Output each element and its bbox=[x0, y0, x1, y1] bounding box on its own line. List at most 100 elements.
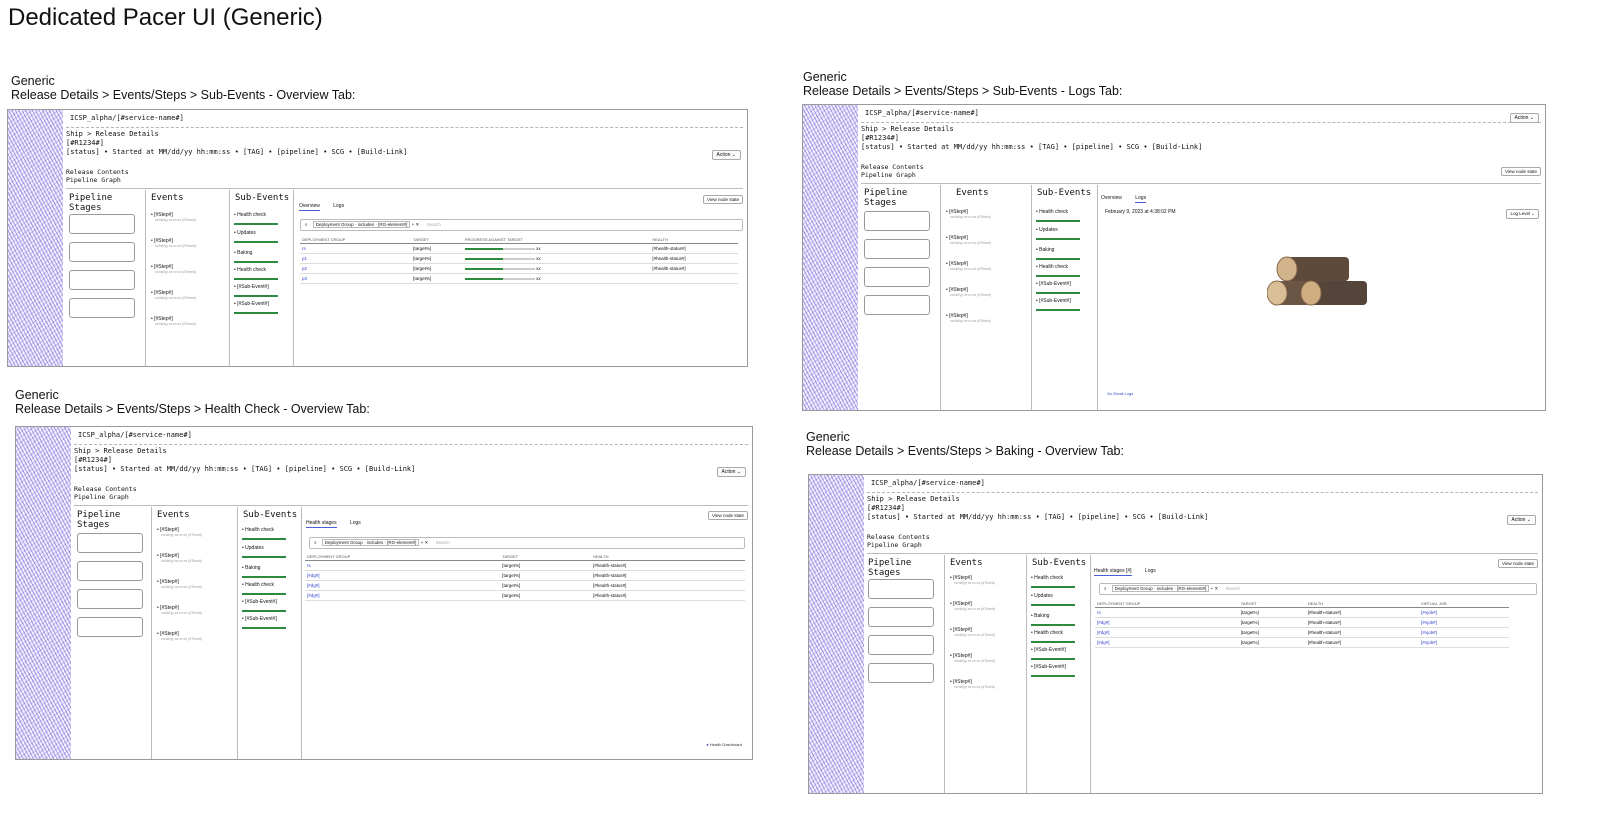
stage-box[interactable] bbox=[864, 267, 930, 287]
breadcrumb-trail[interactable]: Ship > Release Details bbox=[867, 495, 960, 503]
release-contents-link[interactable]: Release Contents bbox=[66, 168, 129, 176]
add-icon[interactable]: + bbox=[411, 222, 415, 227]
deployment-group-cell[interactable]: [#dg#] bbox=[1095, 617, 1239, 628]
health-dashboard-link[interactable]: ● Health Dashboard bbox=[706, 742, 742, 747]
stage-box[interactable] bbox=[868, 635, 934, 655]
event-item[interactable]: • [#Step#] xx/dd/yy xx:xx:xx (#Time#) bbox=[946, 235, 992, 245]
subevent-item[interactable]: • Health check bbox=[234, 212, 278, 225]
deployment-group-cell[interactable]: rs bbox=[305, 560, 501, 571]
event-item[interactable]: • [#Step#] xx/dd/yy xx:xx:xx (#Time#) bbox=[950, 653, 996, 663]
table-row[interactable]: [#dg#] [target%] [#health-status#] [#vjob#] bbox=[1095, 617, 1509, 628]
subevent-item[interactable]: • [#Sub-Event#] bbox=[242, 599, 286, 612]
stage-box[interactable] bbox=[77, 589, 143, 609]
tab-overview[interactable]: Overview bbox=[1101, 195, 1122, 201]
subevent-item[interactable]: • [#Sub-Event#] bbox=[242, 616, 286, 629]
action-dropdown[interactable]: Action ⌄ bbox=[1509, 113, 1539, 123]
subevent-item[interactable]: • Baking bbox=[242, 565, 286, 578]
stage-box[interactable] bbox=[77, 533, 143, 553]
stage-box[interactable] bbox=[868, 607, 934, 627]
event-item[interactable]: • [#Step#] xx/dd/yy xx:xx:xx (#Time#) bbox=[157, 605, 203, 615]
event-item[interactable]: • [#Step#] xx/dd/yy xx:xx:xx (#Time#) bbox=[151, 212, 197, 222]
event-item[interactable]: • [#Step#] xx/dd/yy xx:xx:xx (#Time#) bbox=[946, 313, 992, 323]
filter-chip[interactable]: Deployment Group · includes · [RG-elemen… bbox=[321, 539, 420, 546]
stage-box[interactable] bbox=[69, 242, 135, 262]
event-item[interactable]: • [#Step#] xx/dd/yy xx:xx:xx (#Time#) bbox=[151, 290, 197, 300]
close-icon[interactable]: ✕ bbox=[415, 222, 420, 227]
add-icon[interactable]: + bbox=[420, 540, 424, 545]
deployment-group-cell[interactable]: p1 bbox=[300, 253, 412, 264]
event-item[interactable]: • [#Step#] xx/dd/yy xx:xx:xx (#Time#) bbox=[157, 553, 203, 563]
event-item[interactable]: • [#Step#] xx/dd/yy xx:xx:xx (#Time#) bbox=[157, 579, 203, 589]
tab-health-stages[interactable]: Health stages [#] bbox=[1094, 568, 1132, 576]
filter-bar[interactable]: ⌕ Deployment Group · includes · [RG-elem… bbox=[300, 219, 743, 231]
tab-logs[interactable]: Logs bbox=[1144, 568, 1156, 574]
table-row[interactable]: rs [target%] [#health-status#] bbox=[305, 560, 745, 571]
subevent-item[interactable]: • Baking bbox=[1036, 247, 1080, 260]
event-item[interactable]: • [#Step#] xx/dd/yy xx:xx:xx (#Time#) bbox=[151, 264, 197, 274]
table-row[interactable]: p1 [target%] xx [#health-status#] bbox=[300, 253, 738, 264]
deployment-group-cell[interactable]: rs bbox=[1095, 607, 1239, 618]
pipeline-graph-link[interactable]: Pipeline Graph bbox=[867, 541, 922, 549]
tab-logs[interactable]: Logs bbox=[349, 520, 361, 526]
event-item[interactable]: • [#Step#] xx/dd/yy xx:xx:xx (#Time#) bbox=[946, 287, 992, 297]
subevent-item[interactable]: • Health check bbox=[234, 267, 278, 280]
close-icon[interactable]: ✕ bbox=[1214, 586, 1219, 591]
tab-logs[interactable]: Logs bbox=[1135, 195, 1147, 203]
filter-chip[interactable]: Deployment Group · includes · [RG-elemen… bbox=[1111, 585, 1210, 592]
tab-health-stages[interactable]: Health stages bbox=[306, 520, 337, 528]
close-icon[interactable]: ✕ bbox=[424, 540, 429, 545]
view-node-state-button[interactable]: View node state bbox=[1501, 167, 1541, 176]
event-item[interactable]: • [#Step#] xx/dd/yy xx:xx:xx (#Time#) bbox=[157, 527, 203, 537]
subevent-item[interactable]: • [#Sub-Event#] bbox=[234, 284, 278, 297]
virtual-job-cell[interactable]: [#vjob#] bbox=[1419, 617, 1509, 628]
subevent-item[interactable]: • Updates bbox=[1036, 227, 1080, 240]
stage-box[interactable] bbox=[69, 214, 135, 234]
subevent-item[interactable]: • Baking bbox=[1031, 613, 1075, 626]
action-dropdown[interactable]: Action ⌄ bbox=[1506, 515, 1536, 525]
table-row[interactable]: p3 [target%] xx bbox=[300, 273, 738, 284]
action-dropdown[interactable]: Action ⌄ bbox=[711, 150, 741, 160]
subevent-item[interactable]: • Health check bbox=[242, 582, 286, 595]
subevent-item[interactable]: • Health check bbox=[1031, 575, 1075, 588]
deployment-group-cell[interactable]: [#dg#] bbox=[305, 580, 501, 591]
pipeline-graph-link[interactable]: Pipeline Graph bbox=[66, 176, 121, 184]
table-row[interactable]: [#dg#] [target%] [#health-status#] bbox=[305, 570, 745, 581]
stage-box[interactable] bbox=[864, 211, 930, 231]
filter-chip[interactable]: Deployment Group · includes · [RG-elemen… bbox=[312, 221, 411, 228]
deployment-group-cell[interactable]: p2 bbox=[300, 263, 412, 274]
event-item[interactable]: • [#Step#] xx/dd/yy xx:xx:xx (#Time#) bbox=[946, 261, 992, 271]
subevent-item[interactable]: • [#Sub-Event#] bbox=[1036, 281, 1080, 294]
subevent-item[interactable]: • [#Sub-Event#] bbox=[1036, 298, 1080, 311]
release-contents-link[interactable]: Release Contents bbox=[867, 533, 930, 541]
subevent-item[interactable]: • [#Sub-Event#] bbox=[1031, 664, 1075, 677]
stage-box[interactable] bbox=[864, 239, 930, 259]
subevent-item[interactable]: • Baking bbox=[234, 250, 278, 263]
deployment-group-cell[interactable]: [#dg#] bbox=[305, 590, 501, 601]
subevent-item[interactable]: • Updates bbox=[1031, 593, 1075, 606]
view-node-state-button[interactable]: View node state bbox=[708, 511, 748, 520]
virtual-job-cell[interactable]: [#vjob#] bbox=[1419, 627, 1509, 638]
email-logs-link[interactable]: Go Email Logs bbox=[1107, 391, 1134, 396]
deployment-group-cell[interactable]: [#dg#] bbox=[1095, 637, 1239, 648]
deployment-group-cell[interactable]: p3 bbox=[300, 273, 412, 284]
table-row[interactable]: p2 [target%] xx [#health-status#] bbox=[300, 263, 738, 274]
pipeline-graph-link[interactable]: Pipeline Graph bbox=[861, 171, 916, 179]
table-row[interactable]: [#dg#] [target%] [#health-status#] bbox=[305, 580, 745, 591]
release-contents-link[interactable]: Release Contents bbox=[74, 485, 137, 493]
add-icon[interactable]: + bbox=[1210, 586, 1214, 591]
table-row[interactable]: [#dg#] [target%] [#health-status#] [#vjob#] bbox=[1095, 627, 1509, 638]
event-item[interactable]: • [#Step#] xx/dd/yy xx:xx:xx (#Time#) bbox=[151, 238, 197, 248]
table-row[interactable]: [#dg#] [target%] [#health-status#] bbox=[305, 590, 745, 601]
stage-box[interactable] bbox=[868, 579, 934, 599]
stage-box[interactable] bbox=[864, 295, 930, 315]
table-row[interactable]: [#dg#] [target%] [#health-status#] [#vjob#] bbox=[1095, 637, 1509, 648]
subevent-item[interactable]: • Updates bbox=[242, 545, 286, 558]
tab-logs[interactable]: Logs bbox=[333, 203, 345, 209]
subevent-item[interactable]: • Health check bbox=[1036, 209, 1080, 222]
event-item[interactable]: • [#Step#] xx/dd/yy xx:xx:xx (#Time#) bbox=[950, 627, 996, 637]
tab-overview[interactable]: Overview bbox=[299, 203, 320, 211]
event-item[interactable]: • [#Step#] xx/dd/yy xx:xx:xx (#Time#) bbox=[157, 631, 203, 641]
table-row[interactable]: rs [target%] [#health-status#] [#vjob#] bbox=[1095, 607, 1509, 618]
event-item[interactable]: • [#Step#] xx/dd/yy xx:xx:xx (#Time#) bbox=[946, 209, 992, 219]
subevent-item[interactable]: • Updates bbox=[234, 230, 278, 243]
